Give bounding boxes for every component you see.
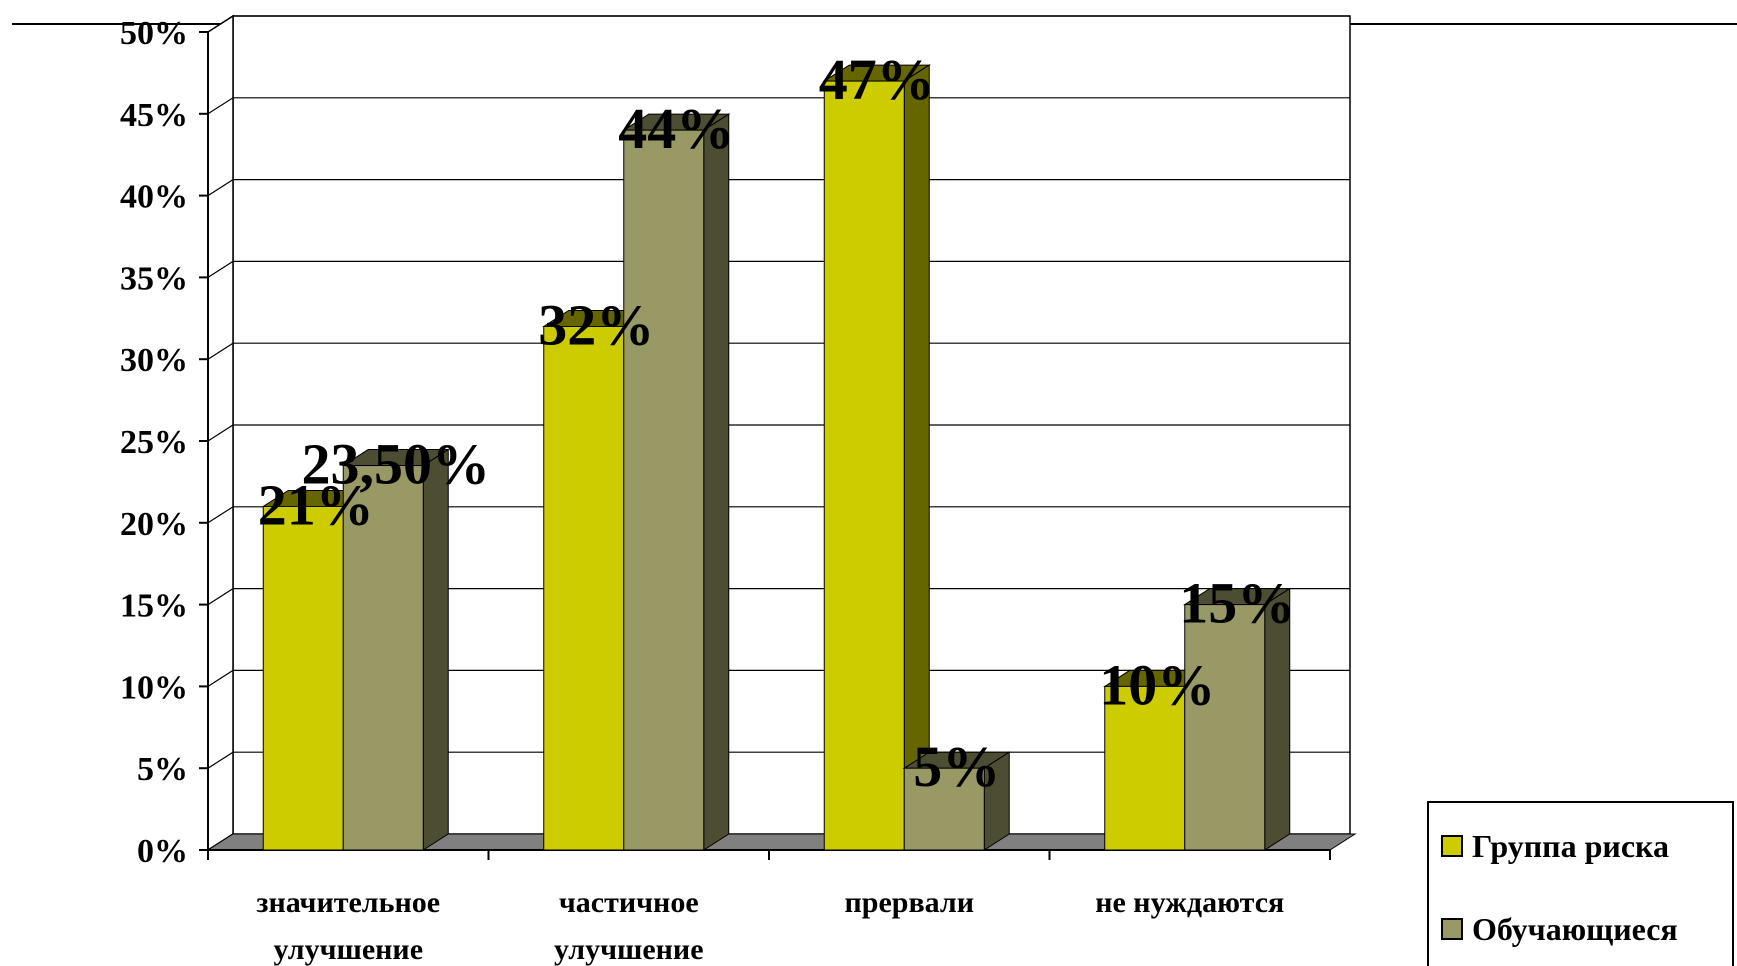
bar	[1104, 685, 1186, 851]
gridline	[207, 15, 1350, 33]
bar	[823, 80, 905, 851]
y-tick-label: 0%	[137, 833, 188, 870]
gridline	[207, 587, 1350, 606]
gridline	[207, 669, 1350, 687]
data-label: 5%	[913, 734, 1000, 799]
x-category-label: не нуждаются	[1095, 886, 1284, 919]
legend-label: Группа риска	[1472, 828, 1669, 864]
legend-label: Обучающиеся	[1472, 911, 1678, 947]
x-category-label: частичное	[559, 886, 699, 919]
y-tick-label: 25%	[120, 424, 188, 461]
data-label: 44%	[618, 96, 734, 161]
bar-side	[903, 64, 930, 851]
data-label: 47%	[819, 47, 935, 112]
x-category-label: улучшение	[554, 933, 704, 966]
data-label: 23,50%	[302, 432, 491, 497]
data-label: 21%	[258, 472, 374, 537]
data-label: 10%	[1099, 652, 1215, 717]
gridline	[207, 179, 1350, 197]
y-tick-label: 20%	[120, 506, 188, 543]
gridline	[207, 424, 1350, 442]
bar	[342, 465, 424, 851]
bar-side	[422, 448, 449, 851]
data-label: 15%	[1179, 571, 1295, 636]
bar-side	[703, 113, 730, 851]
x-category-label: значительное	[256, 886, 440, 919]
gridline	[207, 506, 1350, 524]
y-tick-label: 40%	[120, 179, 188, 216]
legend-box	[1427, 801, 1734, 966]
x-category-label: прервали	[844, 886, 974, 919]
bar	[623, 129, 705, 851]
y-tick-label: 30%	[120, 342, 188, 379]
y-tick-label: 10%	[120, 669, 188, 706]
bar	[262, 505, 344, 851]
gridline	[207, 342, 1350, 360]
x-category-label: улучшение	[273, 933, 423, 966]
gridline	[207, 260, 1350, 278]
bar	[903, 767, 985, 851]
y-tick-label: 45%	[120, 97, 188, 134]
legend-swatch	[1441, 835, 1463, 857]
y-tick-label: 5%	[137, 751, 188, 788]
gridline	[207, 97, 1350, 115]
y-tick-label: 15%	[120, 588, 188, 625]
bar	[1184, 604, 1266, 851]
bar	[543, 325, 625, 851]
y-tick-label: 50%	[120, 15, 188, 52]
legend-swatch	[1441, 918, 1463, 940]
y-tick-label: 35%	[120, 260, 188, 297]
data-label: 32%	[538, 292, 654, 357]
